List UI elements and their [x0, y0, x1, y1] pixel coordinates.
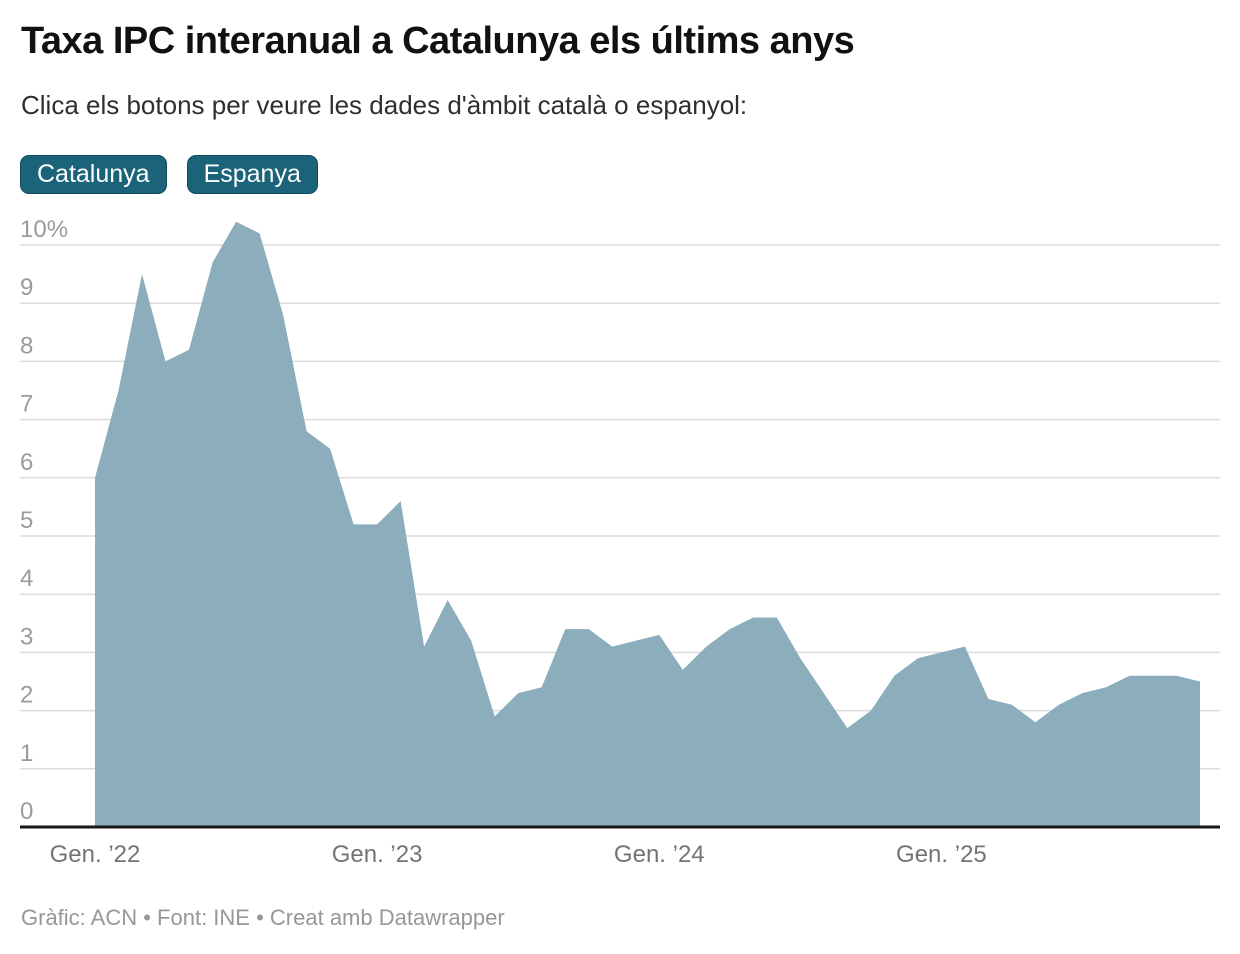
y-axis-label: 1	[20, 740, 33, 767]
x-axis-label: Gen. ’25	[896, 841, 987, 868]
y-axis-label: 4	[20, 565, 33, 592]
y-axis-label: 10%	[20, 216, 68, 243]
y-axis-label: 8	[20, 332, 33, 359]
catalunya-button[interactable]: Catalunya	[20, 155, 167, 194]
x-axis-line	[20, 825, 1220, 829]
x-axis-label: Gen. ’23	[332, 841, 423, 868]
y-axis-label: 2	[20, 682, 33, 709]
y-axis-label: 5	[20, 507, 33, 534]
y-axis-label: 0	[20, 798, 33, 825]
y-axis-label: 3	[20, 623, 33, 650]
espanya-button[interactable]: Espanya	[186, 155, 318, 194]
y-axis-label: 7	[20, 391, 33, 418]
x-axis-label: Gen. ’22	[50, 841, 141, 868]
chart-subtitle: Clica els botons per veure les dades d'à…	[21, 90, 748, 120]
x-axis-label: Gen. ’24	[614, 841, 705, 868]
y-axis-label: 9	[20, 274, 33, 301]
area-series-catalunya	[95, 221, 1200, 827]
chart-credit: Gràfic: ACN • Font: INE • Creat amb Data…	[21, 905, 505, 930]
y-axis-label: 6	[20, 449, 33, 476]
chart-title: Taxa IPC interanual a Catalunya els últi…	[21, 20, 855, 62]
scope-button-row: Catalunya Espanya	[20, 155, 318, 194]
